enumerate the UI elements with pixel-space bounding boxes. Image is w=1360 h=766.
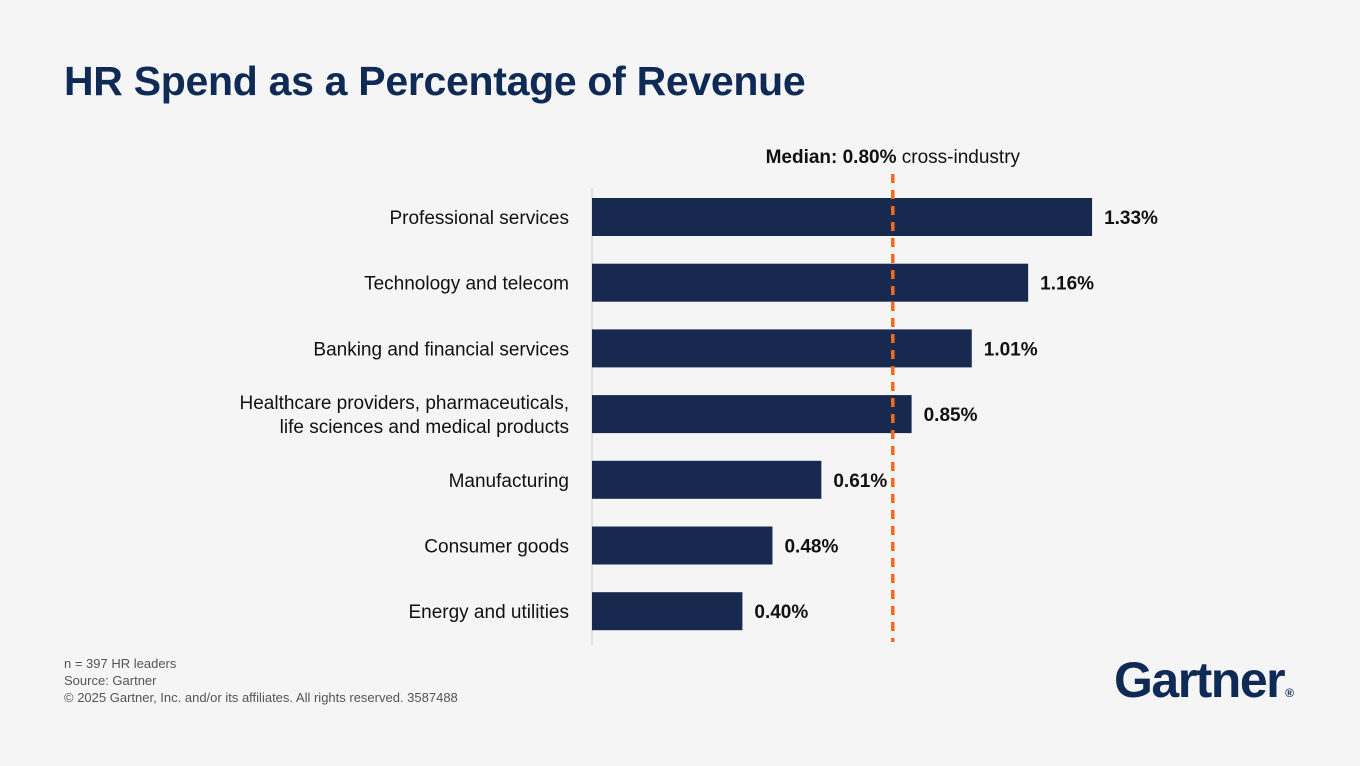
median-label-text: Median: 0.80% cross-industry (766, 147, 1021, 168)
bar-1 (592, 263, 1029, 302)
value-label-6: 0.40% (754, 602, 808, 623)
bar-5 (592, 526, 773, 565)
bar-2 (592, 329, 972, 368)
category-label-3: Healthcare providers, pharmaceuticals, li… (240, 393, 570, 438)
value-label-3: 0.85% (924, 405, 978, 426)
category-label-6: Energy and utilities (408, 602, 569, 623)
logo-text: Gartner (1114, 652, 1286, 708)
value-label-0: 1.33% (1104, 208, 1158, 229)
logo-registered-mark: ® (1285, 686, 1294, 700)
median-label: Median: 0.80% cross-industry (766, 147, 1021, 168)
footnote-copyright: © 2025 Gartner, Inc. and/or its affiliat… (64, 690, 458, 705)
chart-title: HR Spend as a Percentage of Revenue (64, 58, 806, 104)
value-label-2: 1.01% (984, 339, 1038, 360)
value-label-5: 0.48% (784, 537, 838, 558)
labels-group: 1.33% Professional services 1.16% Technolog… (240, 208, 1159, 623)
value-label-1: 1.16% (1040, 274, 1094, 295)
footnote-sample: n = 397 HR leaders (64, 656, 177, 671)
bars-group (592, 198, 1093, 631)
bar-4 (592, 460, 822, 499)
category-label-5: Consumer goods (424, 537, 569, 558)
category-label-2: Banking and financial services (313, 339, 569, 360)
category-label-0: Professional services (389, 208, 569, 229)
footnote-source: Source: Gartner (64, 673, 157, 688)
bar-3 (592, 395, 912, 434)
bar-6 (592, 592, 743, 631)
value-label-4: 0.61% (833, 471, 887, 492)
category-label-1: Technology and telecom (364, 274, 569, 295)
bar-0 (592, 198, 1093, 236)
footnotes: n = 397 HR leaders Source: Gartner © 202… (64, 655, 458, 706)
gartner-logo: Gartner® (1114, 650, 1294, 723)
category-label-4: Manufacturing (449, 471, 569, 492)
